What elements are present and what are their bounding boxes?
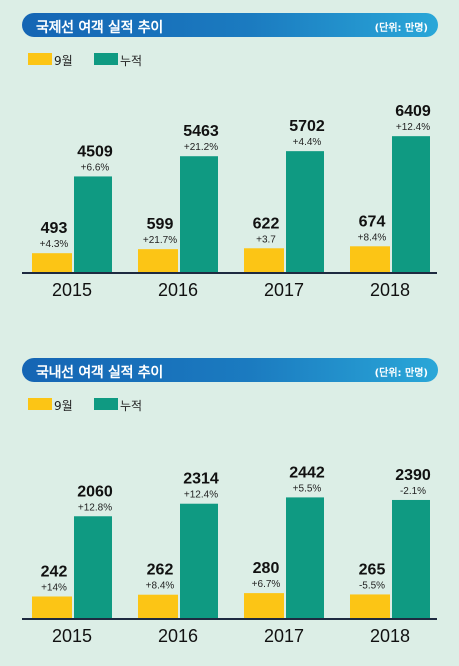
- x-tick-label-2017: 2017: [264, 626, 304, 646]
- x-tick-label-2016: 2016: [158, 280, 198, 300]
- change-label-cumulative-2018: -2.1%: [400, 486, 426, 497]
- domestic-panel: 국내선 여객 실적 추이 (단위: 만명) 9월 누적 242 +14% 2060 +…: [0, 345, 459, 666]
- x-tick-label-2017: 2017: [264, 280, 304, 300]
- bar-cumulative-2018: [392, 499, 430, 618]
- data-label-monthly-2015: 493: [41, 220, 68, 237]
- data-label-monthly-2017: 280: [253, 560, 280, 577]
- bar-monthly-2016: [138, 249, 178, 272]
- change-label-cumulative-2017: +4.4%: [293, 137, 322, 148]
- legend-swatch-cumulative: [94, 53, 118, 65]
- change-label-monthly-2017: +3.7: [256, 234, 276, 245]
- bar-monthly-2018: [350, 246, 390, 272]
- change-label-monthly-2015: +4.3%: [40, 239, 69, 250]
- data-label-cumulative-2016: 2314: [183, 471, 219, 488]
- title-bar: 국내선 여객 실적 추이 (단위: 만명): [22, 358, 438, 382]
- chart-title: 국제선 여객 실적 추이: [36, 20, 163, 36]
- title-bar: 국제선 여객 실적 추이 (단위: 만명): [22, 13, 438, 37]
- data-label-cumulative-2017: 5702: [289, 118, 325, 135]
- international-chart: 493 +4.3% 4509 +6.6% 2015 599 +21.7% 5463 +21.2%…: [22, 103, 437, 300]
- data-label-monthly-2015: 242: [41, 563, 68, 580]
- x-tick-label-2016: 2016: [158, 626, 198, 646]
- chart-title: 국내선 여객 실적 추이: [36, 365, 163, 381]
- change-label-monthly-2016: +8.4%: [146, 581, 175, 592]
- bar-cumulative-2017: [286, 151, 324, 272]
- international-panel: 국제선 여객 실적 추이 (단위: 만명) 9월 누적 493 +4.3% 4509…: [0, 0, 459, 330]
- change-label-monthly-2015: +14%: [41, 582, 67, 593]
- data-label-cumulative-2015: 4509: [77, 143, 113, 160]
- data-label-cumulative-2016: 5463: [183, 123, 219, 140]
- bar-monthly-2017: [244, 248, 284, 272]
- x-tick-label-2015: 2015: [52, 626, 92, 646]
- bar-cumulative-2017: [286, 497, 324, 618]
- bar-cumulative-2016: [180, 503, 218, 618]
- change-label-monthly-2018: -5.5%: [359, 580, 385, 591]
- legend-label-monthly: 9월: [54, 399, 73, 413]
- bar-cumulative-2018: [392, 136, 430, 272]
- change-label-monthly-2017: +6.7%: [252, 579, 281, 590]
- data-label-cumulative-2017: 2442: [289, 464, 325, 481]
- data-label-cumulative-2018: 6409: [395, 103, 431, 120]
- bar-monthly-2016: [138, 594, 178, 618]
- bar-monthly-2015: [32, 596, 72, 618]
- bar-cumulative-2016: [180, 156, 218, 272]
- change-label-monthly-2018: +8.4%: [358, 232, 387, 243]
- data-label-monthly-2016: 599: [147, 216, 174, 233]
- change-label-cumulative-2016: +21.2%: [184, 142, 218, 153]
- bar-monthly-2018: [350, 594, 390, 618]
- legend-label-cumulative: 누적: [120, 399, 143, 413]
- bar-cumulative-2015: [74, 176, 112, 272]
- data-label-cumulative-2018: 2390: [395, 467, 431, 484]
- change-label-cumulative-2015: +6.6%: [81, 162, 110, 173]
- change-label-cumulative-2017: +5.5%: [293, 483, 322, 494]
- legend-swatch-monthly: [28, 398, 52, 410]
- data-label-monthly-2018: 265: [359, 561, 386, 578]
- data-label-monthly-2018: 674: [359, 213, 386, 230]
- x-tick-label-2018: 2018: [370, 280, 410, 300]
- data-label-cumulative-2015: 2060: [77, 483, 113, 500]
- data-label-monthly-2017: 622: [253, 215, 280, 232]
- x-tick-label-2018: 2018: [370, 626, 410, 646]
- unit-label: (단위: 만명): [374, 368, 428, 379]
- legend-swatch-monthly: [28, 53, 52, 65]
- change-label-cumulative-2018: +12.4%: [396, 122, 430, 133]
- bar-cumulative-2015: [74, 516, 112, 618]
- bar-monthly-2015: [32, 253, 72, 272]
- change-label-cumulative-2016: +12.4%: [184, 490, 218, 501]
- legend-swatch-cumulative: [94, 398, 118, 410]
- data-label-monthly-2016: 262: [147, 562, 174, 579]
- change-label-monthly-2016: +21.7%: [143, 235, 177, 246]
- x-tick-label-2015: 2015: [52, 280, 92, 300]
- legend-label-cumulative: 누적: [120, 54, 143, 68]
- domestic-chart: 242 +14% 2060 +12.8% 2015 262 +8.4% 2314 +12.4% 2…: [22, 464, 437, 646]
- unit-label: (단위: 만명): [374, 23, 428, 34]
- legend-label-monthly: 9월: [54, 54, 73, 68]
- change-label-cumulative-2015: +12.8%: [78, 502, 112, 513]
- bar-monthly-2017: [244, 593, 284, 618]
